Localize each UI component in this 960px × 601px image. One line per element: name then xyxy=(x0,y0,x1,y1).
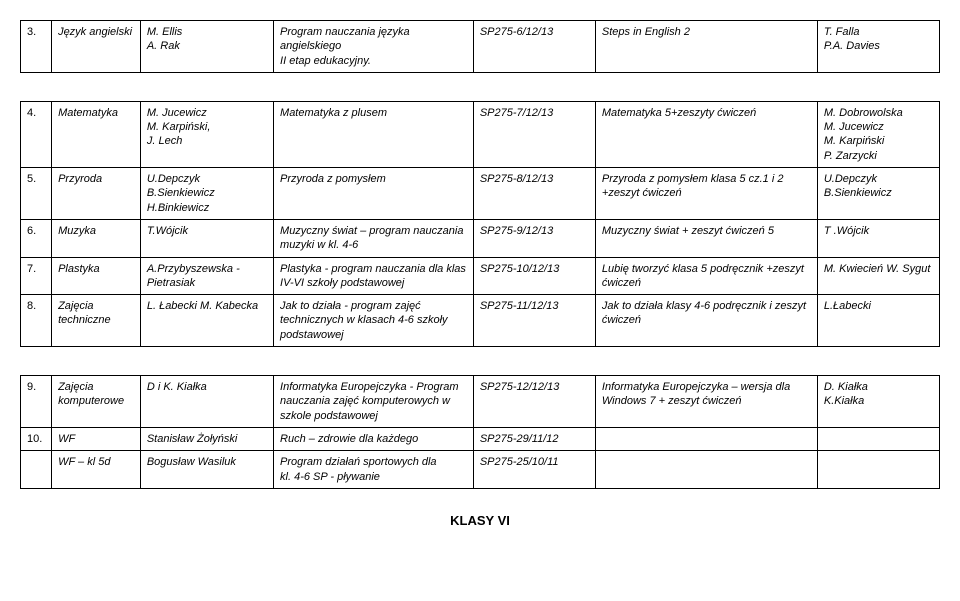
cell-subject: Zajęcia techniczne xyxy=(52,295,141,347)
cell-program: Muzyczny świat – program nauczania muzyk… xyxy=(274,219,474,257)
cell-code: SP275-12/12/13 xyxy=(473,376,595,428)
cell-num: 10. xyxy=(21,427,52,450)
cell-author: Stanisław Żołyński xyxy=(140,427,273,450)
cell-author: D i K. Kiałka xyxy=(140,376,273,428)
cell-code: SP275-8/12/13 xyxy=(473,168,595,220)
cell-textbook: Lubię tworzyć klasa 5 podręcznik +zeszyt… xyxy=(595,257,817,295)
table-row: WF – kl 5dBogusław WasilukProgram działa… xyxy=(21,451,940,488)
cell-textbook xyxy=(595,451,817,488)
cell-code: SP275-10/12/13 xyxy=(473,257,595,295)
cell-subject: WF xyxy=(52,427,141,450)
table-row: 4.MatematykaM. JucewiczM. Karpiński,J. L… xyxy=(21,101,940,167)
cell-textbook: Jak to działa klasy 4-6 podręcznik i zes… xyxy=(595,295,817,347)
cell-subject: Plastyka xyxy=(52,257,141,295)
cell-subject: Zajęcia komputerowe xyxy=(52,376,141,428)
table-row: 8.Zajęcia techniczneL. Łabecki M. Kabeck… xyxy=(21,295,940,347)
cell-textbook: Matematyka 5+zeszyty ćwiczeń xyxy=(595,101,817,167)
cell-num: 3. xyxy=(21,21,52,73)
cell-author: U.DepczykB.SienkiewiczH.Binkiewicz xyxy=(140,168,273,220)
cell-num: 6. xyxy=(21,219,52,257)
table-row: 3.Język angielskiM. EllisA. RakProgram n… xyxy=(21,21,940,73)
table-d-body: WF – kl 5dBogusław WasilukProgram działa… xyxy=(21,451,940,488)
cell-textauth: D. KiałkaK.Kiałka xyxy=(817,376,939,428)
cell-author: Bogusław Wasiluk xyxy=(140,451,273,488)
cell-program: Jak to działa - program zajęć techniczny… xyxy=(274,295,474,347)
cell-subject: Muzyka xyxy=(52,219,141,257)
table-b: 4.MatematykaM. JucewiczM. Karpiński,J. L… xyxy=(20,101,940,347)
cell-textbook: Przyroda z pomysłem klasa 5 cz.1 i 2 +ze… xyxy=(595,168,817,220)
table-d: WF – kl 5dBogusław WasilukProgram działa… xyxy=(20,451,940,489)
cell-num: 5. xyxy=(21,168,52,220)
cell-author: M. EllisA. Rak xyxy=(140,21,273,73)
cell-textbook: Muzyczny świat + zeszyt ćwiczeń 5 xyxy=(595,219,817,257)
cell-textbook xyxy=(595,427,817,450)
cell-textauth: T .Wójcik xyxy=(817,219,939,257)
cell-code: SP275-6/12/13 xyxy=(473,21,595,73)
cell-author: A.Przybyszewska - Pietrasiak xyxy=(140,257,273,295)
cell-subject: Przyroda xyxy=(52,168,141,220)
cell-program: Plastyka - program nauczania dla klas IV… xyxy=(274,257,474,295)
cell-program: Matematyka z plusem xyxy=(274,101,474,167)
cell-subject: Język angielski xyxy=(52,21,141,73)
cell-program: Przyroda z pomysłem xyxy=(274,168,474,220)
cell-textauth: U.DepczykB.Sienkiewicz xyxy=(817,168,939,220)
table-row: 5.PrzyrodaU.DepczykB.SienkiewiczH.Binkie… xyxy=(21,168,940,220)
cell-textauth: M. Kwiecień W. Sygut xyxy=(817,257,939,295)
table-row: 10.WFStanisław ŻołyńskiRuch – zdrowie dl… xyxy=(21,427,940,450)
table-a-body: 3.Język angielskiM. EllisA. RakProgram n… xyxy=(21,21,940,73)
cell-code: SP275-7/12/13 xyxy=(473,101,595,167)
cell-num: 8. xyxy=(21,295,52,347)
cell-program: Ruch – zdrowie dla każdego xyxy=(274,427,474,450)
cell-author: T.Wójcik xyxy=(140,219,273,257)
table-row: 7.PlastykaA.Przybyszewska - PietrasiakPl… xyxy=(21,257,940,295)
table-c: 9.Zajęcia komputeroweD i K. KiałkaInform… xyxy=(20,375,940,451)
cell-code: SP275-11/12/13 xyxy=(473,295,595,347)
cell-num: 4. xyxy=(21,101,52,167)
section-heading: KLASY VI xyxy=(20,513,940,528)
cell-textauth xyxy=(817,427,939,450)
cell-program: Program działań sportowych dlakl. 4-6 SP… xyxy=(274,451,474,488)
cell-num: 9. xyxy=(21,376,52,428)
cell-textbook: Steps in English 2 xyxy=(595,21,817,73)
cell-code: SP275-25/10/11 xyxy=(473,451,595,488)
cell-subject: WF – kl 5d xyxy=(52,451,141,488)
cell-program: Informatyka Europejczyka - Program naucz… xyxy=(274,376,474,428)
table-row: 6.MuzykaT.WójcikMuzyczny świat – program… xyxy=(21,219,940,257)
cell-subject: Matematyka xyxy=(52,101,141,167)
cell-code: SP275-29/11/12 xyxy=(473,427,595,450)
cell-textauth: M. DobrowolskaM. JucewiczM. KarpińskiP. … xyxy=(817,101,939,167)
table-b-body: 4.MatematykaM. JucewiczM. Karpiński,J. L… xyxy=(21,101,940,346)
cell-author: L. Łabecki M. Kabecka xyxy=(140,295,273,347)
cell-num xyxy=(21,451,52,488)
cell-code: SP275-9/12/13 xyxy=(473,219,595,257)
table-a: 3.Język angielskiM. EllisA. RakProgram n… xyxy=(20,20,940,73)
cell-author: M. JucewiczM. Karpiński,J. Lech xyxy=(140,101,273,167)
cell-num: 7. xyxy=(21,257,52,295)
cell-textbook: Informatyka Europejczyka – wersja dla Wi… xyxy=(595,376,817,428)
cell-program: Program nauczania języka angielskiegoII … xyxy=(274,21,474,73)
cell-textauth xyxy=(817,451,939,488)
table-row: 9.Zajęcia komputeroweD i K. KiałkaInform… xyxy=(21,376,940,428)
cell-textauth: L.Łabecki xyxy=(817,295,939,347)
cell-textauth: T. FallaP.A. Davies xyxy=(817,21,939,73)
table-c-body: 9.Zajęcia komputeroweD i K. KiałkaInform… xyxy=(21,376,940,451)
